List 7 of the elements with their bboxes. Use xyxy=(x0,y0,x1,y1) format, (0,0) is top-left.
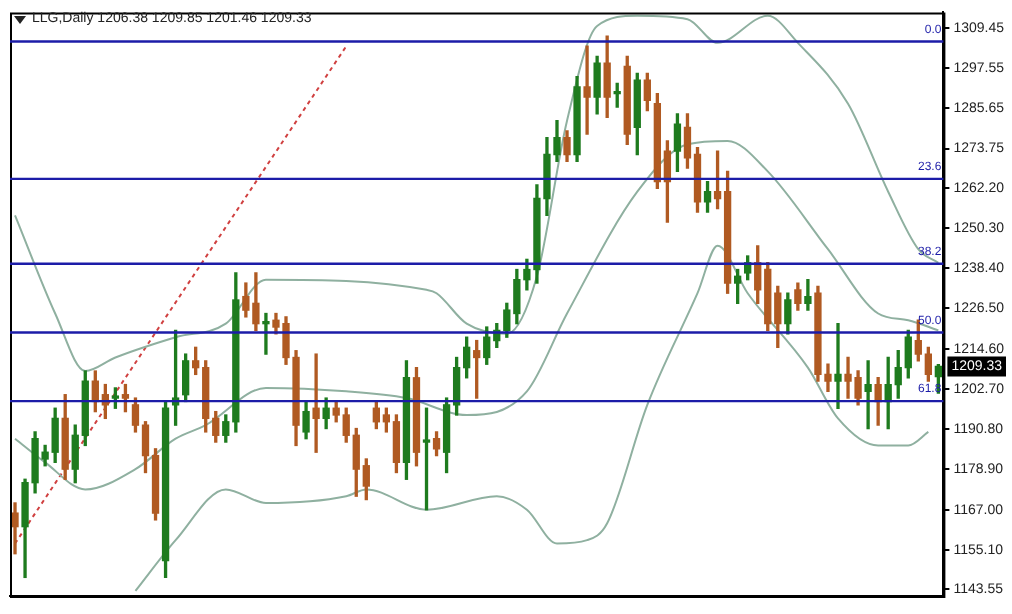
candlestick xyxy=(864,360,872,430)
line-series xyxy=(14,14,940,373)
candlestick xyxy=(262,312,270,355)
candlestick xyxy=(804,279,812,311)
candlestick xyxy=(834,322,842,409)
candlestick xyxy=(312,353,320,453)
candlestick xyxy=(583,45,591,135)
